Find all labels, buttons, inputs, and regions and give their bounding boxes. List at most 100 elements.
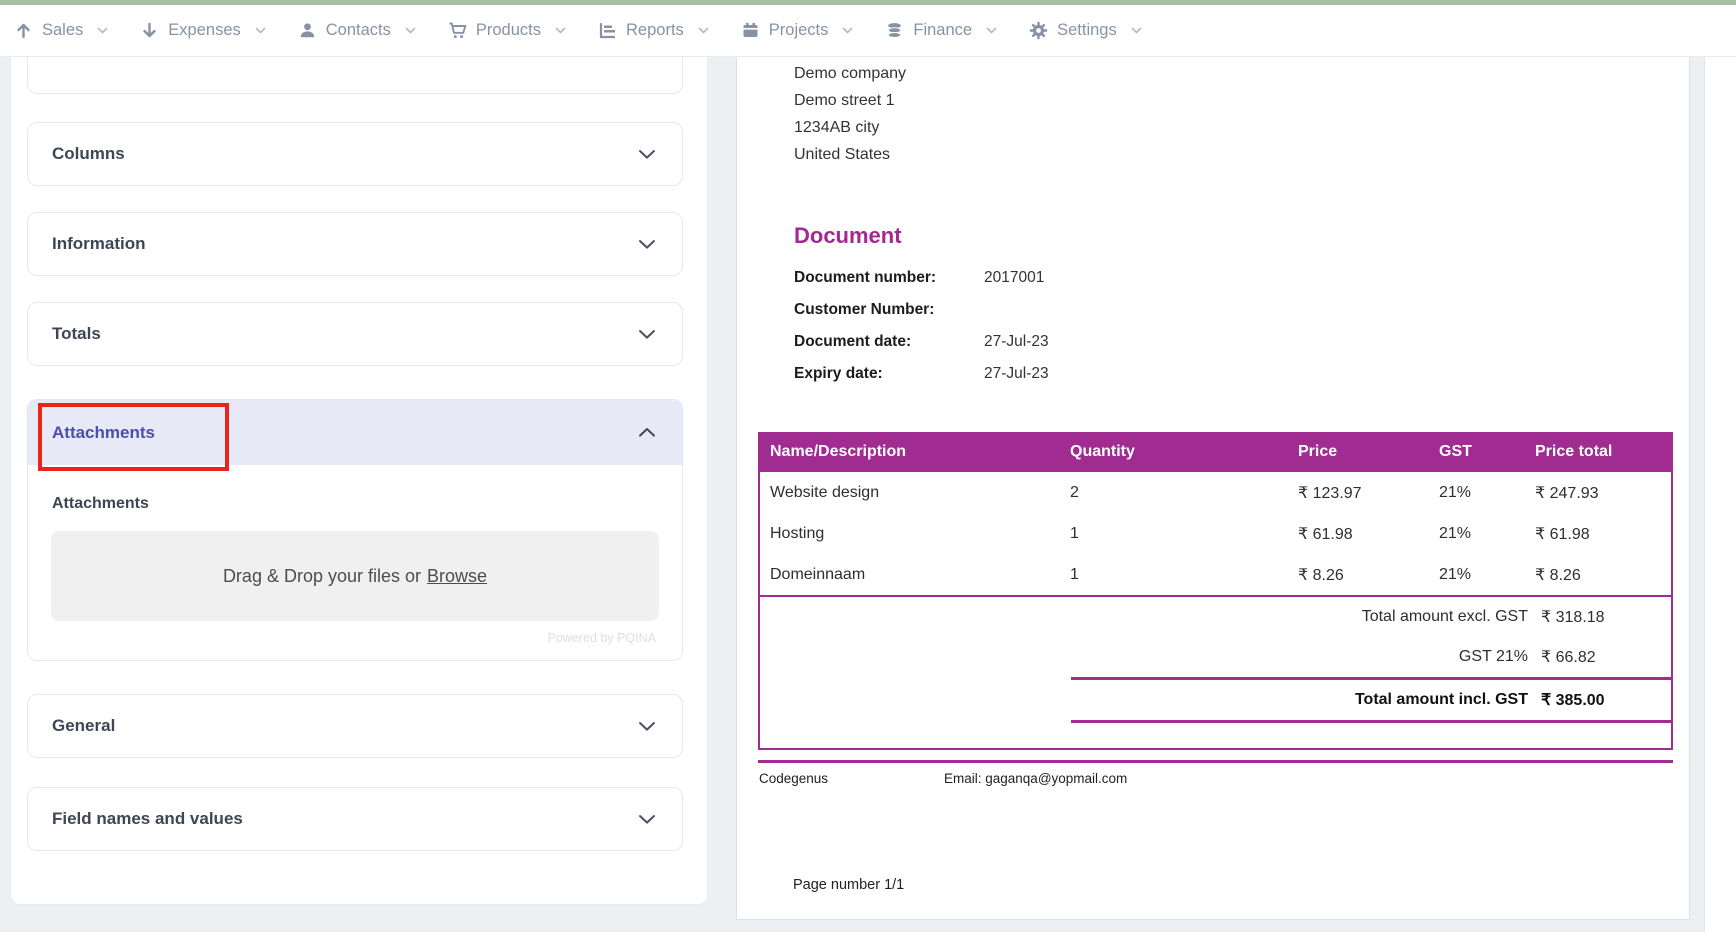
chevron-down-icon [555,27,566,34]
sidebar-section-field-names-and-values[interactable]: Field names and values [27,787,683,851]
sidebar-section-general[interactable]: General [27,694,683,758]
column-header: Quantity [1070,443,1135,460]
nav-item-label: Finance [913,21,973,39]
table-header-row: Name/Description Quantity Price GST Pric… [760,432,1671,472]
powered-by-pqina-label: Powered by PQINA [547,631,656,645]
document-footer: Codegenus Email: gaganqa@yopmail.com [759,771,1674,786]
table-row: Hosting 1 ₹ 61.98 21% ₹ 61.98 [760,513,1671,554]
section-label: Information [52,234,146,253]
cart-icon [448,21,467,40]
section-label: Field names and values [52,809,243,828]
cell-price: ₹ 61.98 [1298,525,1353,543]
field-value [984,301,1049,319]
chevron-down-icon [255,27,266,34]
top-accent-strip [0,0,1736,5]
arrow-down-icon [140,21,159,40]
page-number-label: Page number 1/1 [793,877,905,893]
totals-section: Total amount excl. GST ₹ 318.18 GST 21% … [760,595,1671,748]
chevron-up-icon [638,427,656,438]
nav-item-label: Projects [768,21,829,39]
totals-filler [760,723,1671,748]
cell-quantity: 2 [1070,483,1079,501]
sidebar-section-columns[interactable]: Columns [27,122,683,186]
footer-email: Email: gaganqa@yopmail.com [944,771,1128,786]
nav-item-label: Expenses [168,21,241,39]
totals-divider [1071,677,1671,680]
nav-item-finance[interactable]: Finance [885,21,997,40]
sidebar-section-information[interactable]: Information [27,212,683,276]
field-value: 2017001 [984,269,1045,286]
top-navigation-bar: Sales Expenses Contacts Products [0,5,1736,57]
field-label: Customer Number: [794,301,935,318]
sidebar-section-totals[interactable]: Totals [27,302,683,366]
table-row: Website design 2 ₹ 123.97 21% ₹ 247.93 [760,472,1671,513]
chevron-down-icon [638,239,656,250]
chevron-down-icon [638,149,656,160]
file-dropzone[interactable]: Drag & Drop your files or Browse [51,531,659,621]
settings-sidebar: Columns Information Totals Attachments A… [10,57,708,905]
invoice-items-table: Name/Description Quantity Price GST Pric… [758,432,1673,750]
total-value: ₹ 66.82 [1541,649,1596,666]
nav-item-label: Contacts [325,21,391,39]
calendar-icon [741,21,760,40]
sidebar-section-partial[interactable] [27,57,683,94]
cell-price: ₹ 8.26 [1298,566,1344,584]
column-header: Price total [1535,443,1613,460]
coins-icon [885,21,904,40]
section-label: Attachments [52,422,155,442]
chevron-down-icon [405,27,416,34]
company-street: Demo street 1 [794,92,895,109]
nav-item-sales[interactable]: Sales [14,21,108,40]
cell-gst: 21% [1439,565,1472,583]
nav-item-reports[interactable]: Reports [598,21,709,40]
nav-item-expenses[interactable]: Expenses [140,21,266,40]
sidebar-section-attachments[interactable]: Attachments [27,399,683,465]
field-value: 27-Jul-23 [984,365,1049,382]
chevron-down-icon [97,27,108,34]
table-row: Domeinnaam 1 ₹ 8.26 21% ₹ 8.26 [760,554,1671,595]
company-address-block: Demo company Demo street 1 1234AB city U… [794,60,906,168]
nav-item-products[interactable]: Products [448,21,566,40]
field-label: Document date: [794,333,912,350]
nav-item-projects[interactable]: Projects [741,21,854,40]
nav-item-settings[interactable]: Settings [1029,21,1142,40]
totals-divider [1071,720,1671,723]
column-header: Name/Description [770,443,907,460]
cell-price-total: ₹ 247.93 [1535,484,1599,502]
document-preview-panel: Demo company Demo street 1 1234AB city U… [736,57,1690,920]
footer-divider [758,760,1673,763]
nav-item-label: Reports [626,21,684,39]
chevron-down-icon [986,27,997,34]
scrollbar-track[interactable] [1704,57,1736,932]
chevron-down-icon [638,814,656,825]
browse-link[interactable]: Browse [427,565,488,586]
column-header: Price [1298,443,1338,460]
bar-chart-icon [598,21,617,40]
cell-price: ₹ 123.97 [1298,484,1362,502]
chevron-down-icon [698,27,709,34]
total-value: ₹ 318.18 [1541,609,1605,626]
company-city: 1234AB city [794,119,880,136]
nav-item-label: Sales [42,21,84,39]
total-row-incl-gst: Total amount incl. GST ₹ 385.00 [760,680,1671,720]
total-row-gst: GST 21% ₹ 66.82 [760,637,1671,677]
field-label: Document number: [794,269,937,286]
nav-item-contacts[interactable]: Contacts [298,21,416,40]
document-fields: Document number: 2017001 Customer Number… [794,269,1049,383]
company-country: United States [794,146,891,163]
nav-item-label: Products [475,21,541,39]
chevron-down-icon [1131,27,1142,34]
total-label: Total amount excl. GST [1361,608,1528,625]
dropzone-text: Drag & Drop your files or [222,565,422,586]
field-label: Expiry date: [794,365,883,382]
section-label: General [52,716,116,735]
field-value: 27-Jul-23 [984,333,1049,350]
section-label: Columns [52,144,125,163]
section-label: Totals [52,324,101,343]
cell-price-total: ₹ 61.98 [1535,525,1590,543]
cell-gst: 21% [1439,483,1472,501]
cell-name: Hosting [770,524,825,542]
chevron-down-icon [638,721,656,732]
total-label: GST 21% [1458,648,1528,665]
nav-item-label: Settings [1057,21,1117,39]
